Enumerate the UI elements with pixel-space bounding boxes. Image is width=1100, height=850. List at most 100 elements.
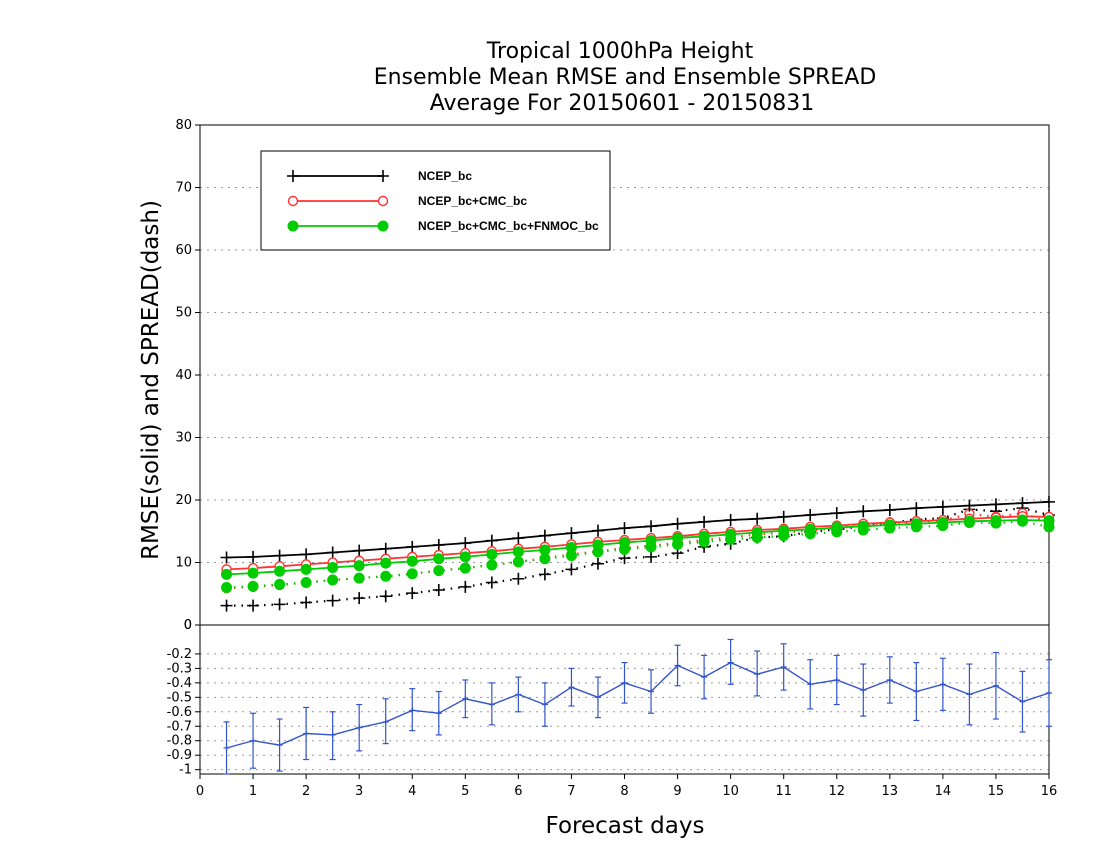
x-tick-label: 4 [408, 784, 416, 799]
data-point [406, 555, 418, 567]
data-point [963, 515, 975, 527]
data-point [883, 504, 896, 516]
bottom-y-tick-label: -0.5 [167, 690, 192, 705]
x-axis-ticks: 0 1 2 3 4 5 6 7 8 9 10 11 12 13 14 15 16 [196, 774, 1057, 799]
data-point [698, 515, 711, 528]
legend-marker [287, 195, 299, 207]
data-point [379, 542, 392, 555]
data-point [671, 517, 684, 530]
legend-marker [287, 170, 299, 182]
data-point [380, 570, 392, 582]
data-point [300, 563, 312, 575]
data-point [591, 524, 604, 537]
data-point [300, 548, 313, 561]
data-point [857, 520, 869, 532]
data-point [645, 550, 658, 563]
data-point [380, 557, 392, 569]
data-point [910, 518, 922, 530]
x-tick-label: 12 [828, 784, 845, 799]
x-tick-label: 6 [514, 784, 522, 799]
data-point [247, 580, 259, 592]
difference-point [250, 737, 257, 744]
difference-point [541, 701, 548, 708]
data-point [327, 574, 339, 586]
bottom-y-tick-label: -0.3 [167, 661, 192, 676]
data-point [353, 572, 365, 584]
x-tick-label: 10 [722, 784, 739, 799]
chart-title-line-1: Tropical 1000hPa Height [486, 39, 754, 64]
difference-series [223, 638, 1052, 775]
bottom-y-tick-label: -0.9 [167, 748, 192, 763]
data-point [326, 594, 339, 607]
data-point [486, 548, 498, 560]
legend-label: NCEP_bc [418, 169, 472, 183]
data-point [274, 578, 286, 590]
x-tick-label: 8 [620, 784, 628, 799]
data-point [698, 530, 710, 542]
top-y-tick-label: 20 [175, 493, 192, 508]
difference-point [807, 681, 814, 688]
data-point [485, 534, 498, 547]
difference-point [223, 744, 230, 751]
top-panel-y-ticks: 0 10 20 30 40 50 60 70 80 [175, 118, 200, 633]
data-point [724, 514, 737, 526]
data-point [565, 563, 578, 576]
data-point [220, 551, 233, 564]
difference-point [621, 679, 628, 686]
top-y-tick-label: 10 [175, 556, 192, 571]
legend-entry: NCEP_bc+CMC_bc [287, 194, 527, 208]
top-y-tick-label: 80 [175, 118, 192, 133]
difference-point [594, 694, 601, 701]
difference-point [1046, 689, 1052, 696]
legend-marker [287, 220, 299, 232]
data-point [326, 546, 339, 559]
data-point [512, 556, 524, 568]
data-point [512, 546, 524, 558]
data-point [831, 522, 843, 533]
data-point [619, 537, 630, 548]
data-point [353, 592, 366, 605]
difference-point [488, 701, 495, 708]
data-point [273, 549, 286, 562]
difference-point [462, 695, 469, 702]
x-tick-label: 3 [355, 784, 363, 799]
bottom-panel-grid [200, 653, 1049, 771]
data-point [300, 596, 313, 609]
data-point [512, 572, 525, 585]
top-panel-series [220, 495, 1055, 612]
difference-point [329, 731, 336, 738]
data-point [247, 550, 260, 563]
data-point [538, 529, 551, 542]
x-tick-label: 1 [249, 784, 257, 799]
data-point [459, 562, 471, 574]
difference-point [276, 742, 283, 749]
bottom-y-tick-label: -0.2 [167, 647, 192, 662]
x-axis-label: Forecast days [546, 813, 705, 839]
data-point [247, 567, 259, 579]
difference-point [515, 691, 522, 698]
difference-point [674, 662, 681, 669]
difference-point [992, 682, 999, 689]
difference-point [435, 710, 442, 717]
data-point [565, 527, 578, 540]
data-point [486, 559, 498, 571]
x-tick-label: 11 [775, 784, 792, 799]
data-point [247, 599, 260, 612]
data-point [884, 519, 896, 531]
data-point [777, 510, 790, 523]
data-point [539, 544, 551, 556]
legend-marker [377, 170, 389, 182]
chart-title-line-2: Ensemble Mean RMSE and Ensemble SPREAD [374, 65, 877, 90]
series-group [221, 514, 1055, 580]
data-point [751, 512, 764, 525]
data-point [459, 551, 471, 563]
data-point [990, 515, 1002, 527]
series-line [226, 511, 1050, 590]
data-point [618, 522, 631, 535]
data-point [538, 568, 551, 581]
data-point [221, 568, 233, 580]
legend-entry: NCEP_bc [287, 169, 472, 183]
data-point [485, 576, 498, 589]
data-point [804, 523, 816, 535]
